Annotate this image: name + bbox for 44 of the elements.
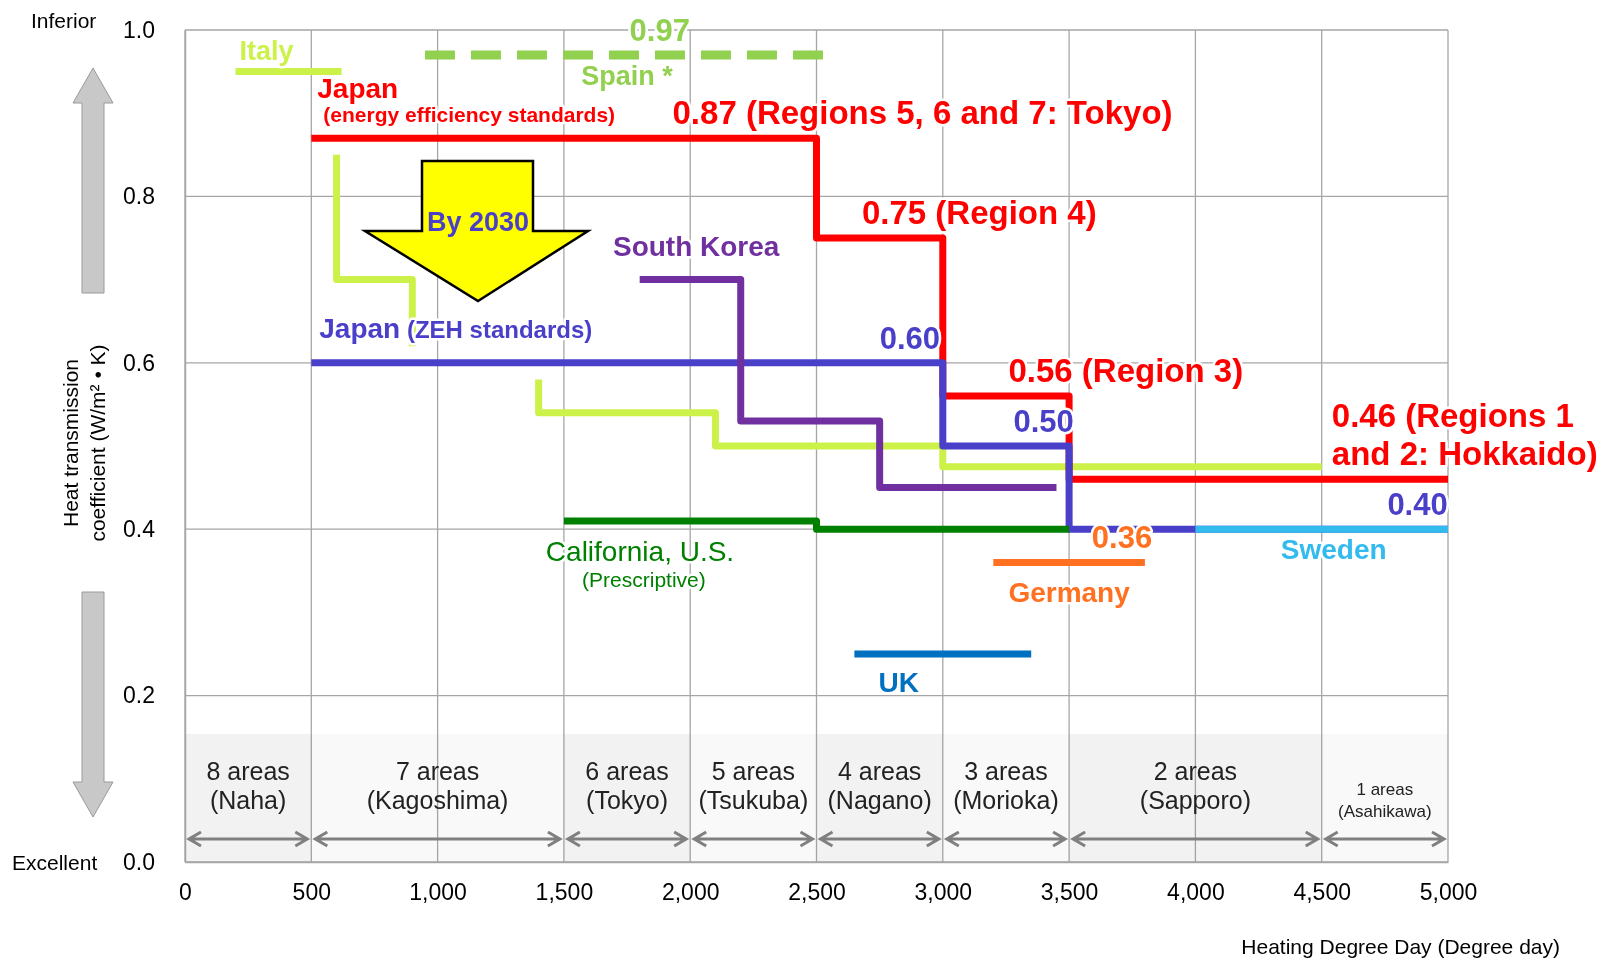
x-tick-label: 2,500 [788, 879, 846, 906]
y-axis-title: Heat transmission coefficient (W/m² • K) [59, 344, 109, 542]
annotation: 0.87 (Regions 5, 6 and 7: Tokyo) [672, 94, 1173, 132]
y-tick-label: 0.2 [123, 682, 155, 709]
x-tick-label: 500 [292, 879, 331, 906]
series-label: California, U.S. (Prescriptive) [545, 535, 742, 591]
x-tick-label: 1,000 [409, 879, 467, 906]
band-label: 3 areas (Morioka) [953, 757, 1059, 814]
y-tick-label: 0.8 [123, 183, 155, 210]
annotation: 0.97 [629, 12, 690, 48]
band-label: 8 areas (Naha) [206, 757, 290, 814]
x-tick-label: 4,500 [1293, 879, 1351, 906]
x-tick-label: 2,000 [661, 879, 720, 906]
annotation: 0.46 (Regions 1 and 2: Hokkaido) [1331, 397, 1598, 473]
x-tick-label: 3,500 [1040, 879, 1099, 906]
series-label: South Korea [612, 230, 780, 262]
annotation: 0.56 (Region 3) [1008, 352, 1244, 390]
band-label: 5 areas (Tsukuba) [698, 757, 809, 814]
x-tick-label: 1,500 [535, 879, 594, 906]
band-label: 4 areas (Nagano) [827, 757, 932, 814]
text: Excellent [12, 851, 98, 874]
series-label: Germany [1008, 577, 1131, 609]
y-tick-label: 0.6 [123, 349, 155, 376]
x-axis-title: Heating Degree Day (Degree day) [1241, 935, 1560, 958]
x-tick-label: 5,000 [1419, 879, 1478, 906]
x-tick-label: 4,000 [1167, 879, 1225, 906]
band-label: 1 areas (Asahikawa) [1338, 780, 1432, 821]
band-label: 7 areas (Kagoshima) [366, 757, 509, 814]
y-tick-label: 0.0 [123, 848, 155, 875]
annotation: 0.60 [879, 320, 940, 356]
annotation: 0.75 (Region 4) [861, 194, 1097, 231]
annotation: 0.40 [1387, 487, 1448, 523]
y-tick-label: 1.0 [123, 16, 155, 43]
band-label: 2 areas (Sapporo) [1139, 757, 1251, 814]
series-label: UK [878, 667, 920, 698]
series-label: Italy [239, 35, 294, 66]
band-label: 6 areas (Tokyo) [585, 757, 669, 814]
annotation: By 2030 [426, 207, 530, 237]
x-tick-label: 3,000 [914, 879, 973, 906]
x-tick-label: 0 [179, 879, 192, 906]
series-label: Sweden [1280, 534, 1387, 566]
text: Inferior [31, 9, 97, 32]
series-label: Spain * [581, 60, 674, 91]
y-tick-label: 0.4 [123, 516, 156, 543]
